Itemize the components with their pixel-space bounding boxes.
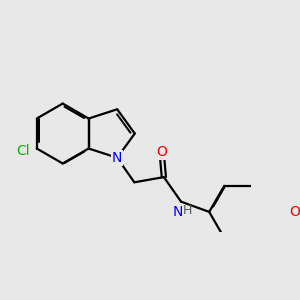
Text: O: O — [156, 145, 167, 159]
Text: Cl: Cl — [16, 144, 30, 158]
Text: N: N — [172, 205, 183, 219]
Text: N: N — [112, 151, 122, 165]
Text: H: H — [183, 203, 192, 217]
Text: O: O — [289, 205, 300, 219]
